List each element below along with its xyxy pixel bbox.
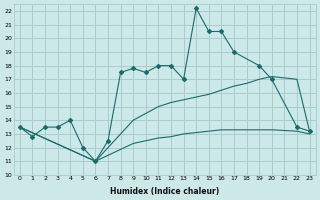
X-axis label: Humidex (Indice chaleur): Humidex (Indice chaleur)	[110, 187, 219, 196]
